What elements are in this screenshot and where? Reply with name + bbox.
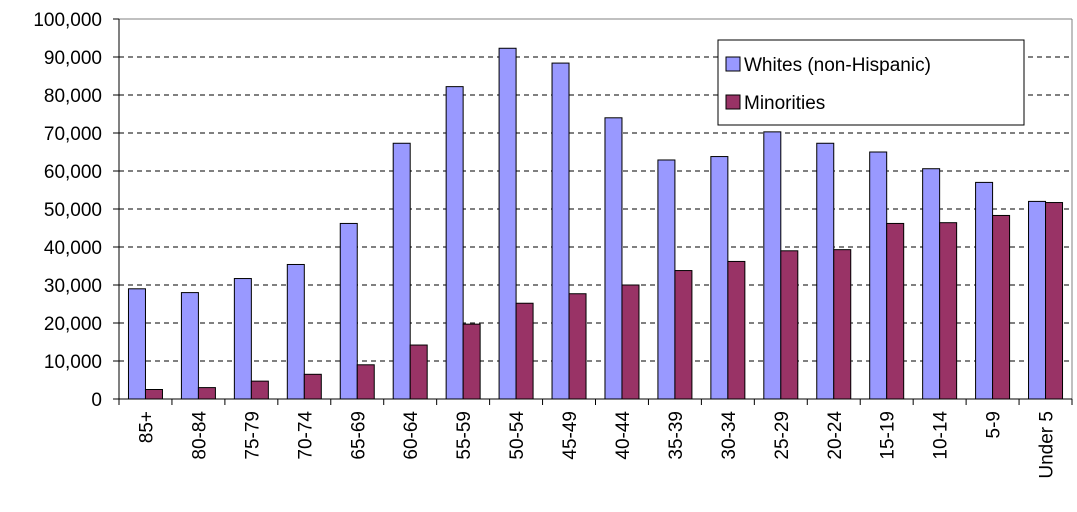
- bar: [710, 156, 729, 400]
- bar: [1028, 200, 1047, 400]
- y-tick-label: 20,000: [44, 314, 102, 335]
- bar: [939, 222, 958, 400]
- x-tick-label: 30-34: [719, 411, 740, 460]
- x-tick-label: 75-79: [242, 411, 263, 460]
- x-tick-label: 40-44: [613, 411, 634, 460]
- bar: [1045, 202, 1064, 400]
- bar: [462, 323, 481, 400]
- bar: [250, 380, 269, 400]
- bar: [869, 151, 888, 400]
- bar: [551, 62, 570, 400]
- legend-box: [717, 39, 1025, 126]
- bar: [780, 250, 799, 400]
- bar: [197, 387, 216, 400]
- y-tick-label: 70,000: [44, 124, 102, 145]
- bar: [922, 168, 941, 400]
- bar: [886, 222, 905, 400]
- bar: [498, 47, 517, 400]
- bar: [127, 288, 146, 400]
- y-tick-label: 30,000: [44, 276, 102, 297]
- y-tick-label: 60,000: [44, 162, 102, 183]
- bar: [409, 344, 428, 400]
- bar: [674, 270, 693, 400]
- x-tick-label: 35-39: [666, 411, 687, 460]
- bar: [515, 302, 534, 400]
- legend-label: Whites (non-Hispanic): [744, 55, 931, 76]
- bar: [833, 249, 852, 400]
- bar: [180, 292, 199, 400]
- bar: [992, 214, 1011, 400]
- bar: [392, 142, 411, 400]
- legend-swatch: [725, 56, 741, 72]
- x-tick-label: Under 5: [1037, 411, 1058, 479]
- bar: [303, 373, 322, 400]
- x-tick-label: 80-84: [189, 411, 210, 460]
- bar: [763, 131, 782, 400]
- bar: [621, 284, 640, 400]
- x-tick-label: 60-64: [401, 411, 422, 460]
- bar: [286, 263, 305, 400]
- bar: [445, 86, 464, 400]
- y-tick-label: 50,000: [44, 200, 102, 221]
- y-tick-label: 100,000: [33, 10, 102, 31]
- y-tick-label: 40,000: [44, 238, 102, 259]
- bar: [144, 389, 163, 400]
- legend-swatch: [725, 94, 741, 110]
- y-tick-label: 0: [91, 390, 102, 411]
- x-tick-label: 45-49: [560, 411, 581, 460]
- bar: [657, 159, 676, 400]
- bar: [568, 293, 587, 400]
- bar: [339, 222, 358, 400]
- bar: [816, 142, 835, 400]
- x-tick-label: 50-54: [507, 411, 528, 460]
- bar: [604, 117, 623, 400]
- x-tick-label: 55-59: [454, 411, 475, 460]
- legend-label: Minorities: [744, 93, 825, 114]
- x-tick-label: 25-29: [772, 411, 793, 460]
- bar: [356, 364, 375, 400]
- x-tick-label: 5-9: [984, 411, 1005, 438]
- bar: [975, 181, 994, 400]
- x-tick-label: 85+: [136, 411, 157, 443]
- x-tick-label: 65-69: [348, 411, 369, 460]
- x-tick-label: 20-24: [825, 411, 846, 460]
- y-tick-label: 80,000: [44, 86, 102, 107]
- bar: [727, 260, 746, 400]
- x-tick-label: 15-19: [878, 411, 899, 460]
- x-tick-label: 70-74: [295, 411, 316, 460]
- y-tick-label: 90,000: [44, 48, 102, 69]
- bar: [233, 278, 252, 400]
- x-tick-label: 10-14: [931, 411, 952, 460]
- y-tick-label: 10,000: [44, 352, 102, 373]
